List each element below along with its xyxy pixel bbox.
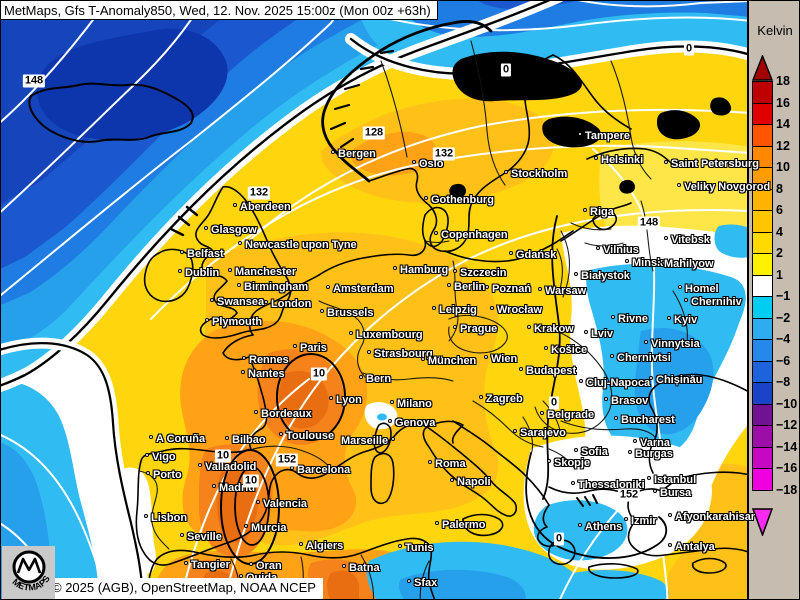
scale-cell bbox=[752, 360, 773, 383]
scale-cell bbox=[752, 425, 773, 448]
metmaps-logo-icon: METMAPS bbox=[10, 550, 52, 593]
color-scale-panel: Kelvin 18 16 14 12 10 8 6 4 2 1 −1 −2 −4 −6 −8 −10 −12 −1… bbox=[747, 1, 799, 599]
scale-cell bbox=[752, 167, 773, 190]
attribution-bar: © 2025 (AGB), OpenStreetMap, NOAA NCEP bbox=[47, 578, 323, 599]
scale-tick-label: −14 bbox=[776, 439, 798, 454]
scale-cell bbox=[752, 382, 773, 405]
scale-tick-label: 2 bbox=[776, 246, 783, 260]
scale-arrow-down-icon bbox=[752, 508, 773, 536]
scale-tick-label: −10 bbox=[776, 396, 798, 411]
scale-cell bbox=[752, 231, 773, 254]
scale-cell bbox=[752, 403, 773, 426]
scale-tick-label: 4 bbox=[776, 224, 783, 239]
scale-tick-label: −1 bbox=[776, 289, 791, 303]
scale-cell bbox=[752, 317, 773, 340]
scale-tick-label: −8 bbox=[776, 375, 791, 389]
scale-cell bbox=[752, 446, 773, 469]
scale-tick-label: −6 bbox=[776, 353, 791, 368]
scale-cell bbox=[752, 339, 773, 362]
scale-unit-label: Kelvin bbox=[757, 23, 793, 38]
scale-cell bbox=[752, 124, 773, 147]
scale-cell bbox=[752, 145, 773, 168]
map-area bbox=[1, 1, 747, 599]
scale-tick-label: 1 bbox=[776, 267, 783, 282]
scale-cell bbox=[752, 296, 773, 319]
scale-arrow-up-icon bbox=[752, 55, 773, 81]
scale-tick-label: 12 bbox=[776, 138, 790, 153]
scale-tick-label: 6 bbox=[776, 203, 783, 217]
scale-cell bbox=[752, 274, 773, 297]
scale-tick-label: 14 bbox=[776, 117, 790, 131]
metmaps-logo: METMAPS bbox=[2, 546, 55, 599]
scale-tick-label: −2 bbox=[776, 310, 791, 325]
scale-cell bbox=[752, 81, 773, 104]
map-svg bbox=[1, 1, 747, 599]
scale-cell bbox=[752, 188, 773, 211]
scale-cell bbox=[752, 210, 773, 233]
scale-tick-label: −18 bbox=[776, 482, 798, 497]
scale-cell bbox=[752, 468, 773, 491]
scale-tick-label: 10 bbox=[776, 160, 790, 174]
scale-tick-label: 8 bbox=[776, 181, 783, 196]
title-bar: MetMaps, Gfs T-Anomaly850, Wed, 12. Nov.… bbox=[1, 1, 438, 20]
scale-tick-label: −12 bbox=[776, 418, 798, 432]
scale-tick-label: 16 bbox=[776, 95, 790, 110]
scale-tick-label: 18 bbox=[776, 74, 790, 88]
scale-tick-label: −16 bbox=[776, 461, 798, 475]
scale-tick-label: −4 bbox=[776, 332, 791, 346]
scale-cell bbox=[752, 253, 773, 276]
scale-cell bbox=[752, 102, 773, 125]
